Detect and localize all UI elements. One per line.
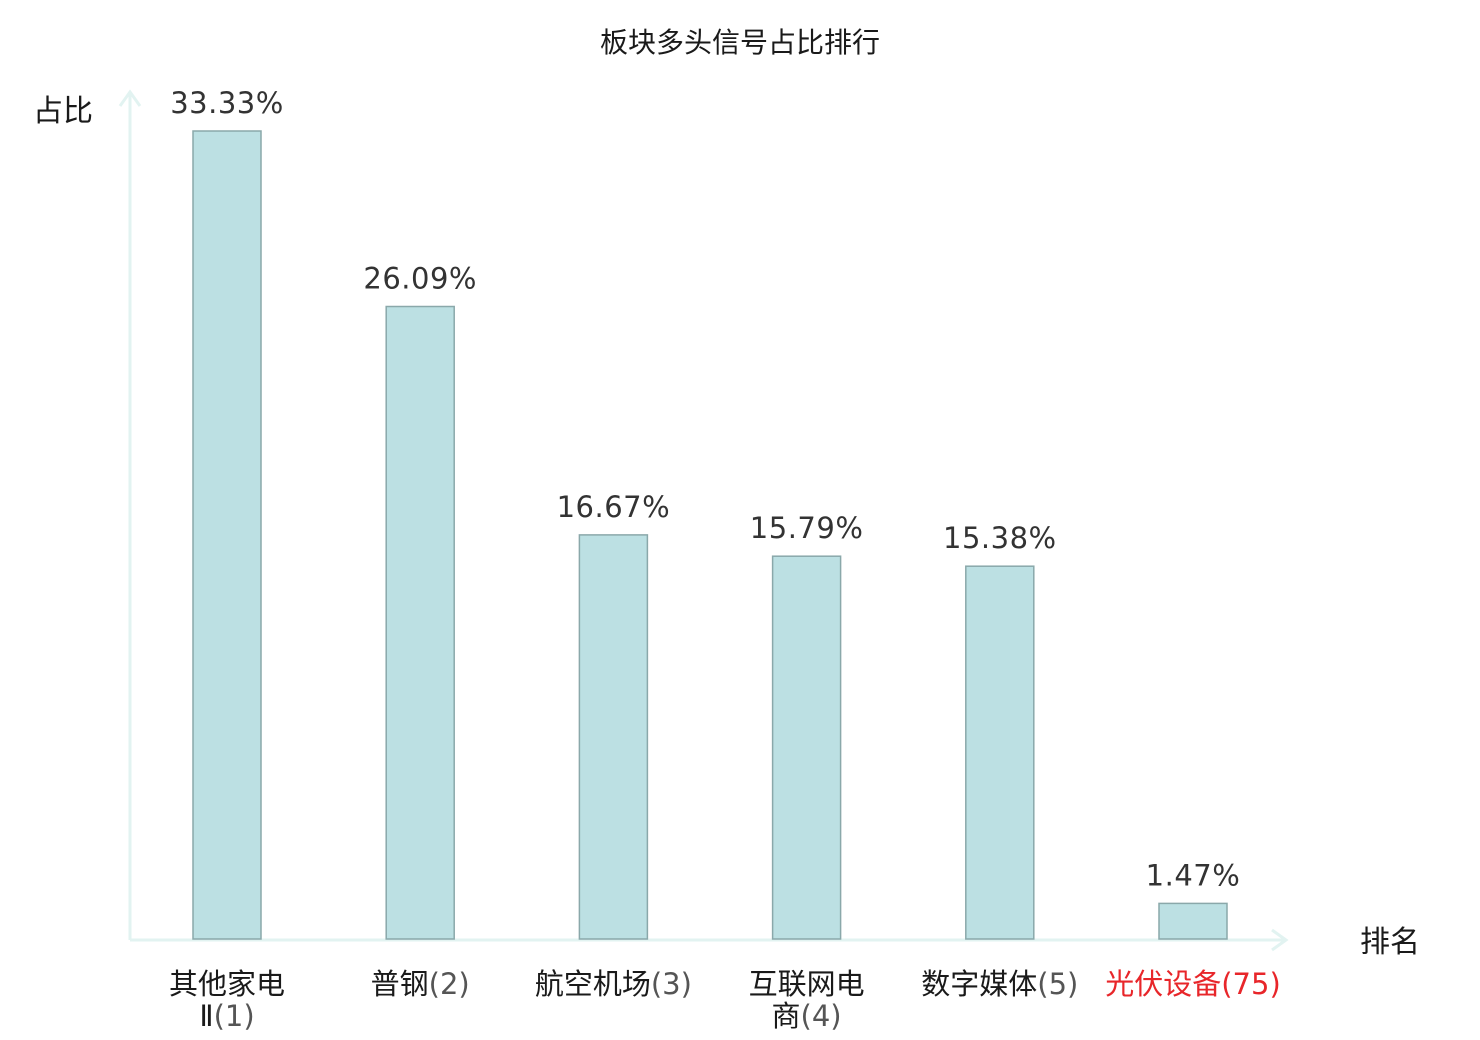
x-axis (130, 928, 1289, 952)
bar-3 (578, 534, 649, 940)
bar-1 (192, 130, 262, 940)
value-label-6: 1.47% (1146, 858, 1241, 892)
y-axis-title: 占比 (33, 94, 93, 129)
bar-4 (771, 555, 842, 940)
bar-2 (385, 305, 455, 940)
bars-group (192, 130, 1228, 940)
value-label-1: 33.33% (170, 86, 284, 120)
x-axis-title: 排名 (1360, 925, 1420, 960)
category-label-1-line-1: 其他家电 (169, 967, 285, 1001)
bar-6 (1158, 902, 1228, 940)
x-axis-arrow (1271, 928, 1289, 952)
value-label-5: 15.38% (943, 521, 1057, 555)
category-label-4-line-2: 商(4) (772, 999, 842, 1033)
bar-5 (965, 565, 1035, 940)
value-label-4: 15.79% (750, 511, 864, 545)
category-label-4-line-1: 互联网电 (749, 967, 865, 1001)
value-label-3: 16.67% (557, 490, 671, 524)
value-label-2: 26.09% (363, 262, 477, 296)
chart-title: 板块多头信号占比排行 (600, 26, 880, 59)
y-axis (118, 89, 142, 940)
category-label-2: 普钢(2) (371, 967, 470, 1001)
category-label-5: 数字媒体(5) (921, 967, 1078, 1001)
y-axis-arrow (118, 89, 142, 107)
category-label-6: 光伏设备(75) (1105, 967, 1281, 1001)
category-label-1-line-2: Ⅱ(1) (199, 999, 254, 1033)
category-label-3: 航空机场(3) (535, 967, 692, 1001)
value-labels-group: 33.33% 26.09% 16.67% 15.79% 15.38% 1.47% (170, 86, 1240, 892)
